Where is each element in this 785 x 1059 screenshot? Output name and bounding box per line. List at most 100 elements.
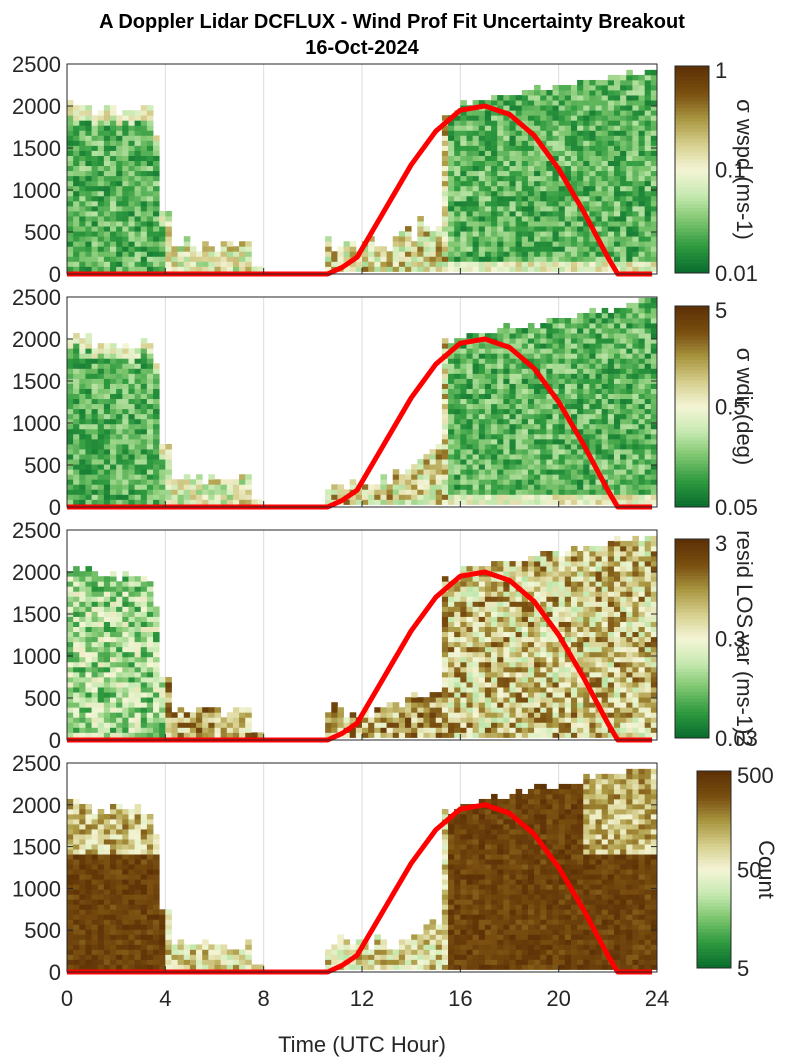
heatmap-cell bbox=[441, 707, 449, 713]
heatmap-cell bbox=[79, 261, 86, 267]
heatmap-cell bbox=[620, 266, 627, 272]
heatmap-cell bbox=[441, 454, 449, 460]
heatmap-cell bbox=[214, 251, 222, 257]
heatmap-cell bbox=[153, 722, 160, 728]
heatmap-cell bbox=[650, 312, 658, 319]
heatmap-cell bbox=[91, 216, 99, 222]
heatmap-cell bbox=[79, 626, 86, 633]
heatmap-cell bbox=[103, 449, 111, 455]
heatmap-cell bbox=[153, 671, 160, 678]
heatmap-cell bbox=[638, 155, 646, 161]
heatmap-cell bbox=[97, 130, 105, 136]
heatmap-cell bbox=[85, 261, 92, 267]
heatmap-cell bbox=[146, 707, 154, 713]
heatmap-cell bbox=[484, 150, 492, 156]
heatmap-cell bbox=[497, 195, 504, 202]
heatmap-cell bbox=[503, 479, 510, 485]
heatmap-cell bbox=[226, 256, 234, 262]
heatmap-cell bbox=[91, 205, 99, 212]
heatmap-cell bbox=[380, 246, 387, 252]
heatmap-cell bbox=[577, 358, 584, 364]
heatmap-cell bbox=[245, 489, 252, 495]
heatmap-cell bbox=[552, 170, 560, 177]
colorbar-segment bbox=[675, 162, 709, 167]
heatmap-cell bbox=[472, 135, 480, 141]
heatmap-cell bbox=[515, 195, 523, 202]
heatmap-cell bbox=[626, 428, 633, 435]
heatmap-cell bbox=[466, 256, 474, 262]
heatmap-cell bbox=[503, 205, 510, 212]
heatmap-cell bbox=[134, 398, 142, 405]
heatmap-cell bbox=[607, 433, 615, 440]
heatmap-cell bbox=[159, 707, 166, 713]
heatmap-cell bbox=[405, 251, 412, 257]
heatmap-cell bbox=[122, 241, 129, 247]
heatmap-cell bbox=[595, 318, 603, 324]
heatmap-cell bbox=[325, 261, 332, 267]
heatmap-cell bbox=[607, 398, 615, 405]
heatmap-cell bbox=[67, 596, 74, 602]
heatmap-cell bbox=[460, 403, 467, 410]
heatmap-cell bbox=[558, 251, 566, 257]
heatmap-cell bbox=[620, 155, 627, 161]
heatmap-cell bbox=[417, 251, 424, 257]
heatmap-cell bbox=[134, 454, 142, 460]
heatmap-cell bbox=[85, 165, 92, 172]
heatmap-cell bbox=[564, 200, 572, 207]
heatmap-cell bbox=[589, 175, 596, 182]
heatmap-cell bbox=[128, 469, 136, 475]
heatmap-cell bbox=[226, 717, 234, 723]
heatmap-cell bbox=[122, 373, 129, 379]
heatmap-cell bbox=[552, 449, 560, 455]
heatmap-cell bbox=[146, 353, 154, 359]
heatmap-cell bbox=[128, 641, 136, 648]
heatmap-cell bbox=[362, 256, 369, 262]
heatmap-cell bbox=[441, 216, 449, 222]
heatmap-cell bbox=[558, 226, 566, 232]
heatmap-cell bbox=[128, 459, 136, 465]
heatmap-cell bbox=[620, 423, 627, 430]
heatmap-cell bbox=[466, 423, 474, 430]
heatmap-cell bbox=[638, 348, 646, 354]
heatmap-cell bbox=[97, 469, 105, 475]
heatmap-cell bbox=[577, 348, 584, 354]
heatmap-cell bbox=[478, 205, 486, 212]
heatmap-cell bbox=[484, 393, 492, 400]
heatmap-cell bbox=[159, 454, 166, 460]
heatmap-cell bbox=[116, 211, 123, 217]
heatmap-cell bbox=[632, 130, 639, 136]
heatmap-cell bbox=[103, 499, 111, 505]
heatmap-cell bbox=[159, 211, 166, 217]
heatmap-cell bbox=[146, 464, 154, 470]
heatmap-cell bbox=[448, 591, 455, 597]
heatmap-cell bbox=[552, 323, 560, 329]
heatmap-cell bbox=[460, 646, 467, 653]
heatmap-cell bbox=[441, 651, 449, 658]
heatmap-cell bbox=[534, 85, 541, 91]
heatmap-cell bbox=[140, 586, 148, 592]
heatmap-cell bbox=[97, 165, 105, 172]
heatmap-cell bbox=[79, 140, 86, 146]
heatmap-cell bbox=[491, 135, 498, 141]
heatmap-cell bbox=[527, 155, 535, 161]
heatmap-cell bbox=[613, 211, 621, 217]
heatmap-cell bbox=[454, 661, 461, 668]
heatmap-cell bbox=[214, 727, 222, 733]
heatmap-cell bbox=[91, 499, 99, 505]
heatmap-cell bbox=[116, 261, 123, 267]
heatmap-cell bbox=[564, 368, 572, 374]
heatmap-cell bbox=[552, 474, 560, 480]
heatmap-cell bbox=[362, 251, 369, 257]
heatmap-cell bbox=[441, 130, 449, 136]
heatmap-cell bbox=[577, 110, 584, 116]
heatmap-cell bbox=[515, 459, 523, 465]
heatmap-cell bbox=[435, 256, 443, 262]
heatmap-cell bbox=[613, 479, 621, 485]
colorbar-label: σ wspd (ms-1) bbox=[732, 99, 757, 240]
heatmap-cell bbox=[626, 484, 633, 490]
heatmap-cell bbox=[595, 464, 603, 470]
heatmap-cell bbox=[183, 261, 191, 267]
heatmap-cell bbox=[73, 712, 80, 718]
heatmap-cell bbox=[165, 712, 172, 718]
colorbar-segment bbox=[675, 383, 709, 387]
